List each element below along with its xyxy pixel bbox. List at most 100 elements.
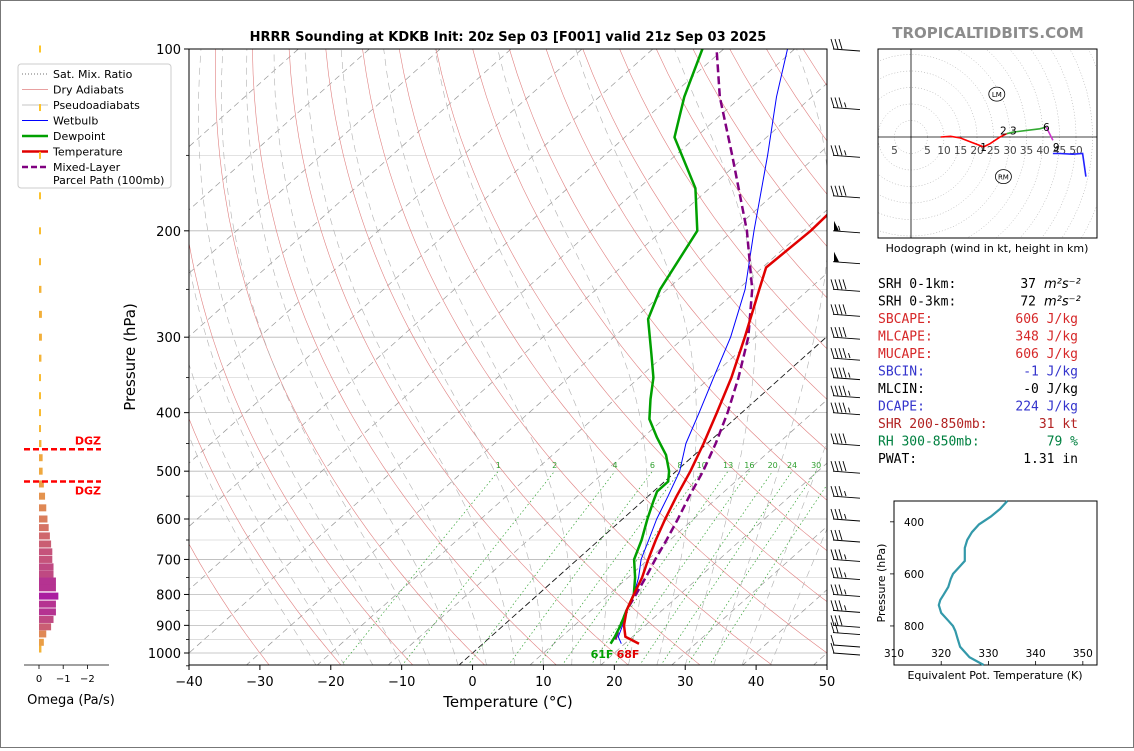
barb-flag	[842, 433, 847, 444]
hodograph-height-label: 2	[1000, 125, 1007, 137]
barb-flag	[834, 549, 839, 560]
barb-flag	[838, 584, 843, 595]
barb-half-flag	[844, 491, 847, 497]
parameter-row: MUCAPE: 606 J/kg	[878, 347, 1078, 362]
omega-bar	[39, 504, 47, 512]
barb-half-flag	[848, 353, 851, 359]
storm-motion-label: RM	[998, 174, 1009, 182]
barb-flag	[830, 615, 835, 626]
omega-bar	[39, 548, 53, 556]
legend-label: Temperature	[52, 146, 123, 159]
y-tick-label: 800	[156, 588, 181, 603]
parameter-row: SRH 0-3km: 72 m²s⁻²	[878, 295, 1081, 310]
parameter-row: SBCAPE: 606 J/kg	[878, 312, 1078, 327]
barb-flag	[830, 97, 835, 108]
isotherm	[245, 146, 827, 665]
barb-flag	[834, 615, 839, 626]
theta-e-frame	[893, 500, 1098, 666]
parameter-row: MLCIN: -0 J/kg	[878, 382, 1078, 397]
legend-label: Sat. Mix. Ratio	[53, 68, 133, 81]
omega-bar	[39, 409, 41, 417]
parameter-label: SHR 200-850mb:	[878, 417, 988, 432]
omega-bar	[39, 454, 43, 462]
barb-shaft	[832, 652, 861, 656]
barb-flag	[838, 145, 843, 156]
mixing-ratio-line	[508, 470, 653, 665]
omega-bar	[39, 645, 42, 653]
barb-flag	[834, 433, 839, 444]
mixing-ratio-label: 1	[496, 461, 501, 470]
moist-adiabat	[189, 435, 317, 665]
hodograph-caption: Hodograph (wind in kt, height in km)	[886, 242, 1089, 255]
x-tick-label: 0	[468, 675, 476, 690]
wind-barb	[830, 304, 861, 317]
parameter-label: MLCIN:	[878, 382, 925, 397]
parameter-row: DCAPE: 224 J/kg	[878, 400, 1078, 415]
omega-panel: Omega (Pa/s) 0 −1 −2 DGZ DGZ	[24, 45, 115, 708]
omega-bar	[39, 608, 56, 616]
barb-shaft	[832, 48, 861, 52]
barb-flag	[834, 508, 839, 520]
series-mixed-layer-parcel-path-100mb-	[614, 49, 754, 640]
hodograph-ring-label: 5	[924, 145, 931, 157]
barb-shaft	[832, 336, 861, 340]
barb-flag	[830, 279, 835, 290]
barb-pennant	[834, 220, 839, 231]
barb-flag	[838, 327, 843, 338]
hodograph-segment	[1052, 152, 1087, 177]
x-axis-label: Temperature (°C)	[442, 693, 572, 711]
barb-shaft	[832, 154, 861, 158]
barb-half-flag	[844, 513, 847, 520]
mixing-ratio-label: 20	[768, 461, 778, 470]
storm-motion-marker: RM	[995, 169, 1012, 185]
theta-e-y-tick-label: 400	[904, 517, 924, 529]
hodograph-ring-label: 20	[970, 145, 983, 157]
barb-flag	[830, 584, 835, 595]
y-tick-label: 200	[156, 225, 181, 240]
wind-barb	[830, 279, 861, 292]
wind-barb	[830, 486, 861, 499]
barb-shaft	[832, 609, 861, 613]
isotherm	[813, 652, 827, 665]
wind-barb	[830, 185, 861, 199]
wind-barb	[830, 615, 861, 628]
barb-flag	[838, 185, 843, 196]
y-tick-label: 500	[156, 465, 181, 480]
legend-label: Wetbulb	[53, 115, 98, 128]
hodograph-segment	[1045, 126, 1054, 141]
parameter-value: 606 J/kg	[1015, 347, 1078, 362]
moist-adiabat	[383, 49, 574, 665]
barb-flag	[830, 549, 835, 560]
wind-barb	[832, 251, 861, 265]
wind-barb	[830, 600, 861, 613]
parameter-row: SHR 200-850mb: 31 kt	[878, 417, 1078, 432]
barb-shaft	[832, 288, 861, 292]
omega-bar	[39, 480, 44, 488]
omega-bar	[39, 615, 54, 623]
parameter-value: 348 J/kg	[1015, 330, 1078, 345]
mixing-ratio-line	[639, 470, 773, 665]
barb-shaft	[832, 443, 861, 446]
isotherm	[458, 335, 827, 665]
wind-barb	[830, 38, 861, 52]
barb-flag	[838, 567, 843, 578]
omega-bar	[39, 592, 59, 600]
barb-flag	[834, 622, 839, 633]
wind-barb	[830, 634, 861, 648]
wind-barb	[830, 529, 861, 543]
barb-flag	[834, 486, 839, 497]
mixing-ratio-label: 30	[811, 461, 821, 470]
skewt-ticks: −40 −30 −20 −10 0 10 20 30 40 50 100 200 300 400 500 60…	[148, 43, 835, 690]
barb-flag	[830, 385, 835, 396]
wind-barb	[830, 433, 861, 446]
barb-flag	[838, 385, 843, 396]
series-temperature	[622, 213, 827, 645]
barb-flag	[830, 508, 835, 520]
barb-flag	[830, 461, 835, 472]
x-tick-label: −30	[246, 675, 273, 690]
mixing-ratio-line	[660, 471, 793, 665]
parameter-value: 1.31 in	[1023, 452, 1078, 467]
wind-barb	[830, 622, 861, 635]
moist-adiabat	[221, 49, 430, 665]
mixing-ratio-label: 13	[723, 461, 733, 470]
